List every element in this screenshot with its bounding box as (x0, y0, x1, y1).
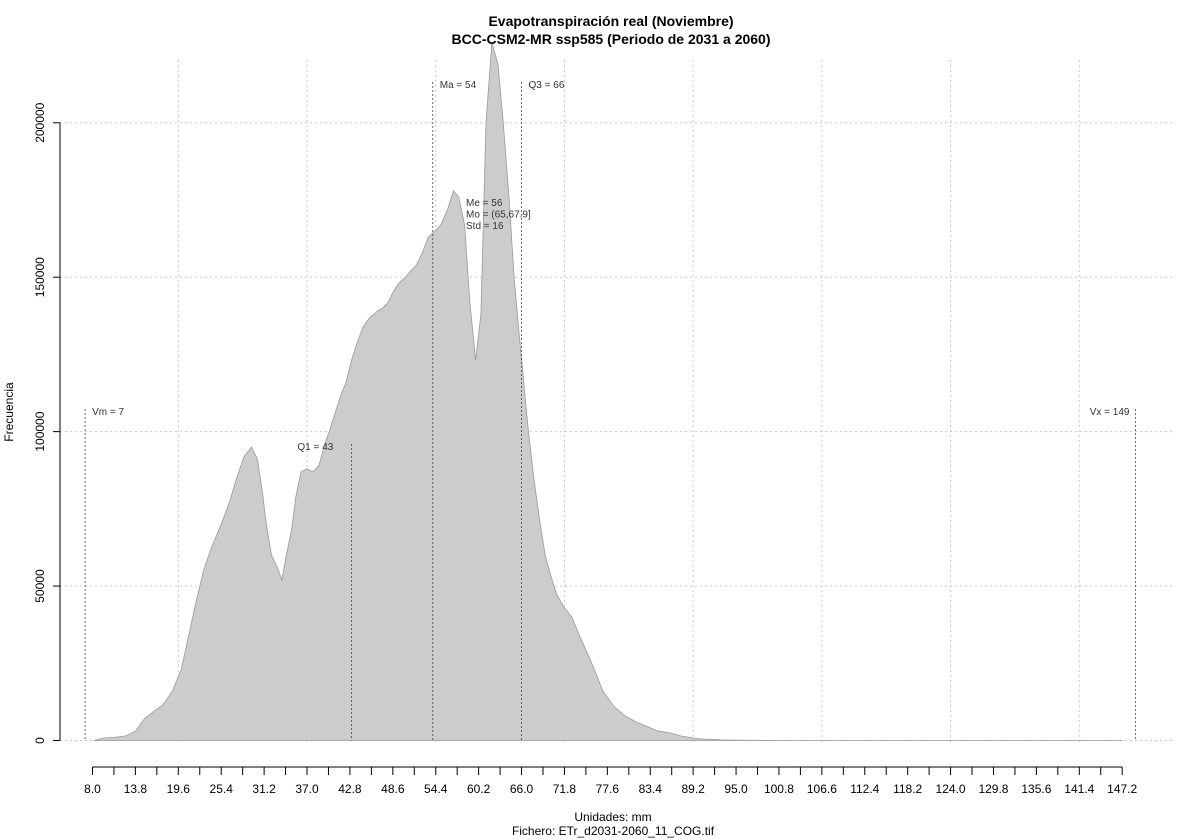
y-tick-label: 0 (33, 737, 47, 744)
x-tick-label: 95.0 (724, 782, 748, 796)
file-caption: Fichero: ETr_d2031-2060_11_COG.tif (512, 824, 715, 838)
x-tick-label: 66.0 (510, 782, 534, 796)
x-tick-label: 48.6 (381, 782, 405, 796)
x-tick-label: 31.2 (252, 782, 276, 796)
x-tick-label: 71.8 (553, 782, 577, 796)
y-axis-title: Frecuencia (2, 382, 16, 442)
x-axis-title: Unidades: mm (574, 810, 651, 824)
stat-label: Ma = 54 (440, 80, 477, 91)
x-tick-label: 135.6 (1021, 782, 1051, 796)
y-tick-label: 50000 (33, 569, 47, 603)
y-tick-label: 150000 (33, 257, 47, 297)
chart-title: Evapotranspiración real (Noviembre) (488, 13, 733, 29)
y-tick-label: 100000 (33, 411, 47, 451)
x-tick-label: 60.2 (467, 782, 491, 796)
density-area (93, 42, 1123, 741)
stat-layer: Vm = 7 Q1 = 43 Ma = 54 Q3 = 66 Vx = 149 Me = … (84, 80, 1136, 741)
stat-label: Vx = 149 (1090, 407, 1130, 418)
x-tick-label: 54.4 (424, 782, 448, 796)
x-tick-label: 147.2 (1107, 782, 1137, 796)
x-tick-label: 112.4 (850, 782, 879, 796)
summary-line: Me = 56 (466, 198, 503, 209)
x-tick-label: 118.2 (893, 782, 922, 796)
y-tick-label: 200000 (33, 102, 47, 142)
x-tick-label: 129.8 (978, 782, 1008, 796)
x-tick-label: 19.6 (167, 782, 191, 796)
x-tick-label: 13.8 (124, 782, 148, 796)
summary-line: Std = 16 (466, 221, 504, 232)
axis-layer: 8.0 13.8 19.6 25.4 31.2 37.0 42.8 48.6 54.4 60.2 6… (33, 102, 1138, 796)
x-tick-label: 89.2 (681, 782, 705, 796)
x-tick-label: 100.8 (764, 782, 794, 796)
x-tick-label: 25.4 (210, 782, 234, 796)
chart-subtitle: BCC-CSM2-MR ssp585 (Periodo de 2031 a 20… (452, 31, 771, 47)
stat-label: Q1 = 43 (297, 442, 333, 453)
x-tick-label: 8.0 (84, 782, 101, 796)
stat-label: Q3 = 66 (529, 80, 565, 91)
stat-label: Vm = 7 (92, 407, 124, 418)
x-tick-label: 124.0 (936, 782, 966, 796)
x-tick-label: 42.8 (338, 782, 362, 796)
x-tick-label: 141.4 (1064, 782, 1094, 796)
x-tick-label: 37.0 (295, 782, 319, 796)
x-tick-label: 83.4 (639, 782, 663, 796)
summary-line: Mo = (65,67.9] (466, 210, 531, 221)
x-tick-label: 77.6 (596, 782, 620, 796)
x-tick-label: 106.6 (807, 782, 837, 796)
area-layer (93, 42, 1123, 741)
